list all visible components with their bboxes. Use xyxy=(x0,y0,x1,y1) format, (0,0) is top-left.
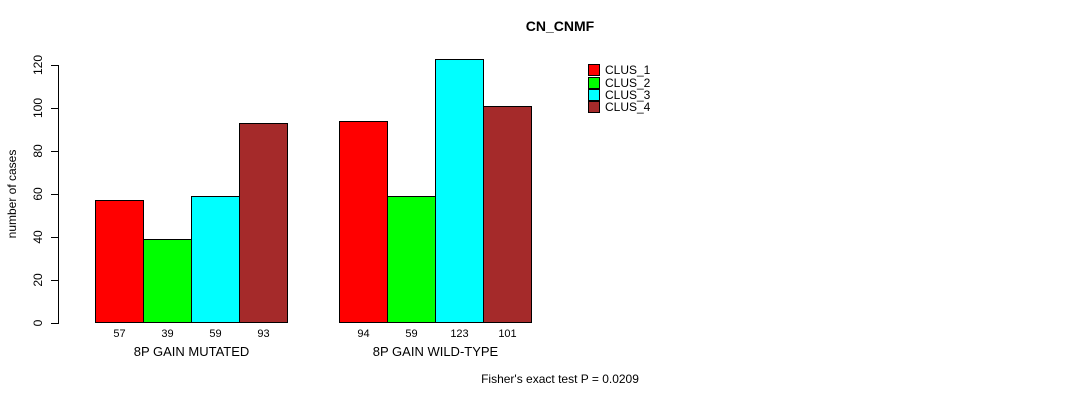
bar-value-label: 57 xyxy=(113,328,126,340)
y-tick-mark xyxy=(51,323,58,324)
footer-annotation: Fisher's exact test P = 0.0209 xyxy=(481,372,639,386)
y-tick-mark xyxy=(51,151,58,152)
y-tick-label: 20 xyxy=(31,273,45,287)
legend-label: CLUS_2 xyxy=(605,75,651,90)
legend-label: CLUS_4 xyxy=(605,100,651,115)
category-label: 8P GAIN MUTATED xyxy=(133,344,250,359)
bar-clus_1-group2 xyxy=(339,121,388,323)
bar-value-label: 94 xyxy=(357,328,370,340)
bar-clus_2-group1 xyxy=(143,239,192,323)
legend-item-clus_2: CLUS_2 xyxy=(588,75,651,90)
bar-clus_4-group1 xyxy=(239,123,288,323)
legend-swatch-icon xyxy=(588,101,600,114)
y-tick-label: 120 xyxy=(31,54,45,76)
y-tick-mark xyxy=(51,280,58,281)
bar-value-label: 59 xyxy=(405,328,418,340)
y-tick-mark xyxy=(51,237,58,238)
bar-clus_2-group2 xyxy=(387,196,436,323)
bar-clus_3-group1 xyxy=(191,196,240,323)
bar-value-label: 59 xyxy=(209,328,222,340)
legend-swatch-icon xyxy=(588,64,600,77)
bar-value-label: 93 xyxy=(257,328,270,340)
bar-value-label: 123 xyxy=(450,328,469,340)
y-axis-label: number of cases xyxy=(5,149,19,239)
y-tick-mark xyxy=(51,194,58,195)
y-tick-mark xyxy=(51,108,58,109)
legend: CLUS_1 CLUS_2 CLUS_3 CLUS_4 xyxy=(588,64,650,114)
legend-item-clus_1: CLUS_1 xyxy=(588,63,651,78)
bar-clus_1-group1 xyxy=(95,200,144,323)
legend-swatch-icon xyxy=(588,88,600,101)
legend-label: CLUS_3 xyxy=(605,87,651,102)
legend-item-clus_4: CLUS_4 xyxy=(588,100,651,115)
y-tick-label: 80 xyxy=(31,144,45,158)
legend-label: CLUS_1 xyxy=(605,63,651,78)
category-label: 8P GAIN WILD-TYPE xyxy=(372,344,499,359)
y-tick-label: 40 xyxy=(31,230,45,244)
legend-item-clus_3: CLUS_3 xyxy=(588,87,651,102)
y-axis-line xyxy=(58,65,59,324)
legend-swatch-icon xyxy=(588,76,600,89)
chart-title: CN_CNMF xyxy=(525,18,595,34)
bar-value-label: 39 xyxy=(161,328,174,340)
y-tick-mark xyxy=(51,65,58,66)
bar-clus_4-group2 xyxy=(483,106,532,323)
y-tick-label: 60 xyxy=(31,187,45,201)
bar-value-label: 101 xyxy=(498,328,517,340)
y-tick-label: 0 xyxy=(31,319,45,327)
bar-clus_3-group2 xyxy=(435,59,484,323)
y-tick-label: 100 xyxy=(31,97,45,119)
